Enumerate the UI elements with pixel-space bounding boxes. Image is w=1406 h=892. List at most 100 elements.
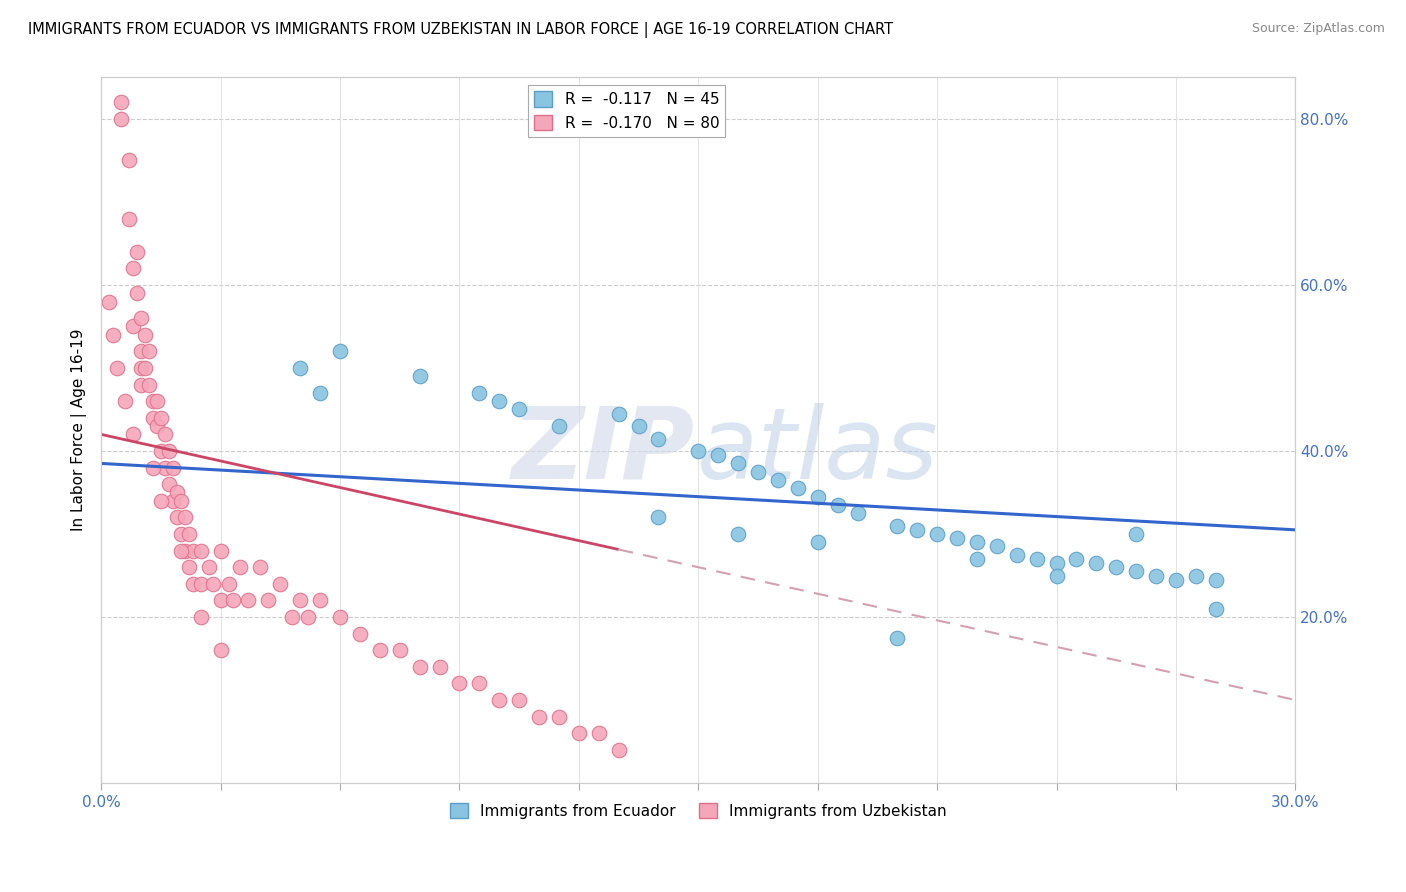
Point <box>508 402 530 417</box>
Point <box>142 410 165 425</box>
Point <box>129 344 152 359</box>
Point <box>209 543 232 558</box>
Point <box>1125 527 1147 541</box>
Point <box>966 535 988 549</box>
Point <box>157 477 180 491</box>
Point <box>170 527 193 541</box>
Point <box>297 610 319 624</box>
Point <box>1125 565 1147 579</box>
Point <box>209 643 232 657</box>
Point <box>249 560 271 574</box>
Point <box>727 527 749 541</box>
Point <box>1045 568 1067 582</box>
Point <box>190 576 212 591</box>
Point <box>449 676 471 690</box>
Point <box>153 460 176 475</box>
Point <box>166 510 188 524</box>
Point <box>134 361 156 376</box>
Point <box>309 593 332 607</box>
Point <box>488 394 510 409</box>
Point <box>125 244 148 259</box>
Point <box>1066 552 1088 566</box>
Point <box>488 693 510 707</box>
Point <box>946 531 969 545</box>
Point <box>181 576 204 591</box>
Point <box>157 444 180 458</box>
Text: Source: ZipAtlas.com: Source: ZipAtlas.com <box>1251 22 1385 36</box>
Point <box>197 560 219 574</box>
Point <box>218 576 240 591</box>
Point <box>129 361 152 376</box>
Point <box>166 485 188 500</box>
Point <box>153 427 176 442</box>
Point <box>568 726 591 740</box>
Point <box>927 527 949 541</box>
Point <box>1005 548 1028 562</box>
Y-axis label: In Labor Force | Age 16-19: In Labor Force | Age 16-19 <box>72 329 87 532</box>
Point <box>101 327 124 342</box>
Point <box>290 361 312 376</box>
Point <box>105 361 128 376</box>
Point <box>429 660 451 674</box>
Point <box>508 693 530 707</box>
Point <box>846 506 869 520</box>
Point <box>290 593 312 607</box>
Point <box>173 510 195 524</box>
Point <box>986 540 1008 554</box>
Text: IMMIGRANTS FROM ECUADOR VS IMMIGRANTS FROM UZBEKISTAN IN LABOR FORCE | AGE 16-19: IMMIGRANTS FROM ECUADOR VS IMMIGRANTS FR… <box>28 22 893 38</box>
Point <box>142 394 165 409</box>
Point <box>170 493 193 508</box>
Point <box>138 344 160 359</box>
Point <box>886 518 908 533</box>
Point <box>122 427 145 442</box>
Point <box>388 643 411 657</box>
Point <box>238 593 260 607</box>
Point <box>173 543 195 558</box>
Point <box>114 394 136 409</box>
Point <box>257 593 280 607</box>
Point <box>118 153 141 168</box>
Point <box>162 460 184 475</box>
Point <box>149 493 172 508</box>
Point <box>727 457 749 471</box>
Point <box>146 419 169 434</box>
Point <box>98 294 121 309</box>
Point <box>827 498 849 512</box>
Point <box>177 527 200 541</box>
Point <box>468 676 491 690</box>
Point <box>747 465 769 479</box>
Point <box>129 311 152 326</box>
Point <box>1045 556 1067 570</box>
Point <box>1185 568 1208 582</box>
Point <box>408 660 430 674</box>
Point <box>209 593 232 607</box>
Point <box>468 385 491 400</box>
Point <box>688 444 710 458</box>
Point <box>122 319 145 334</box>
Point <box>122 261 145 276</box>
Point <box>905 523 928 537</box>
Point <box>766 473 789 487</box>
Point <box>149 444 172 458</box>
Point <box>527 709 550 723</box>
Point <box>548 709 571 723</box>
Point <box>807 490 830 504</box>
Text: ZIP: ZIP <box>512 403 695 500</box>
Point <box>149 410 172 425</box>
Point <box>146 394 169 409</box>
Point <box>1025 552 1047 566</box>
Point <box>309 385 332 400</box>
Point <box>181 543 204 558</box>
Point <box>349 626 371 640</box>
Point <box>329 344 352 359</box>
Point <box>607 743 630 757</box>
Point <box>886 631 908 645</box>
Point <box>110 112 132 126</box>
Point <box>125 286 148 301</box>
Point <box>118 211 141 226</box>
Point <box>368 643 391 657</box>
Point <box>647 432 669 446</box>
Point <box>221 593 243 607</box>
Point <box>138 377 160 392</box>
Point <box>807 535 830 549</box>
